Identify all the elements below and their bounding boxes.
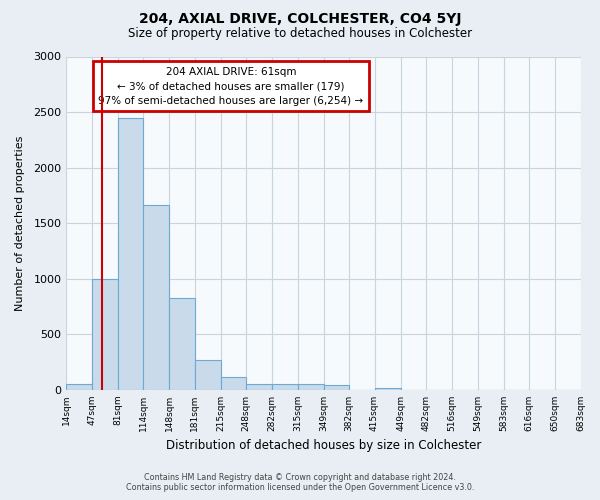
Bar xyxy=(118,118,143,390)
X-axis label: Distribution of detached houses by size in Colchester: Distribution of detached houses by size … xyxy=(166,440,481,452)
Bar xyxy=(92,279,118,390)
Text: 204 AXIAL DRIVE: 61sqm
← 3% of detached houses are smaller (179)
97% of semi-det: 204 AXIAL DRIVE: 61sqm ← 3% of detached … xyxy=(98,66,364,106)
Y-axis label: Number of detached properties: Number of detached properties xyxy=(15,136,25,311)
Text: 204, AXIAL DRIVE, COLCHESTER, CO4 5YJ: 204, AXIAL DRIVE, COLCHESTER, CO4 5YJ xyxy=(139,12,461,26)
Bar xyxy=(194,360,221,390)
Text: Size of property relative to detached houses in Colchester: Size of property relative to detached ho… xyxy=(128,28,472,40)
Bar xyxy=(221,377,246,390)
Bar xyxy=(169,298,194,390)
Bar xyxy=(143,206,169,390)
Bar xyxy=(246,384,272,390)
Bar xyxy=(272,384,298,390)
Bar xyxy=(298,384,324,390)
Bar xyxy=(324,386,349,390)
Bar xyxy=(374,388,401,390)
Text: Contains HM Land Registry data © Crown copyright and database right 2024.
Contai: Contains HM Land Registry data © Crown c… xyxy=(126,473,474,492)
Bar xyxy=(67,384,92,390)
